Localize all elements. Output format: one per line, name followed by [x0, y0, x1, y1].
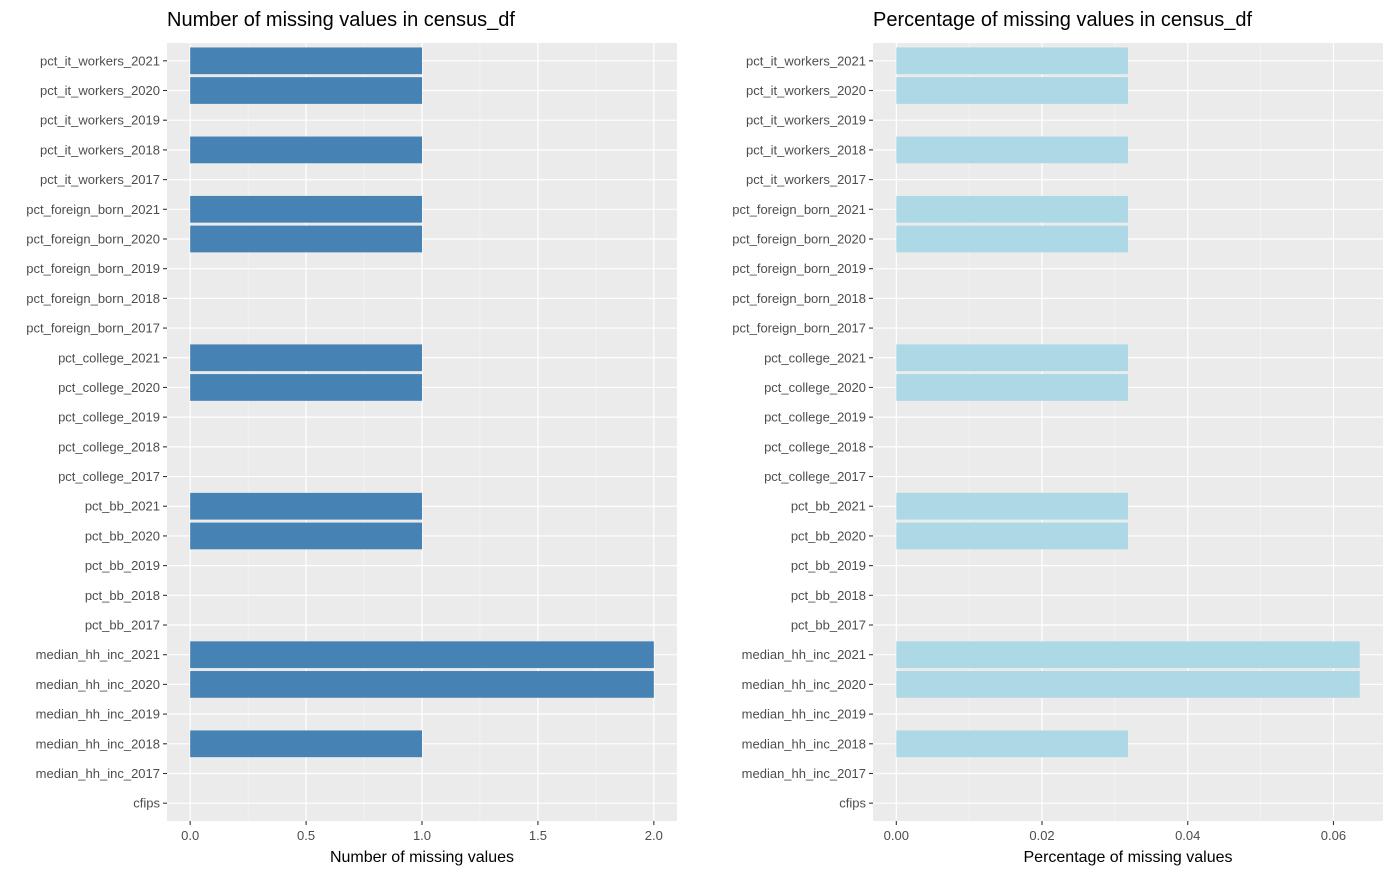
y-tick-label: pct_foreign_born_2019: [26, 261, 160, 276]
y-tick-label: median_hh_inc_2019: [36, 707, 160, 722]
chart-panel-1: pct_it_workers_2021 pct_it_workers_2020pc…: [26, 9, 677, 866]
bar-pct_it_workers_2018: [190, 136, 422, 164]
y-tick-label: median_hh_inc_2017: [36, 766, 160, 781]
x-axis-title: Percentage of missing values: [1024, 849, 1233, 866]
chart-title: Number of missing values in census_df: [167, 9, 515, 31]
bar-median_hh_inc_2021: [896, 641, 1360, 669]
bar-pct_college_2021: [190, 344, 422, 372]
bar-median_hh_inc_2020: [190, 671, 654, 698]
y-tick-label: median_hh_inc_2021: [742, 647, 866, 662]
bar-pct_foreign_born_2021: [190, 195, 422, 223]
y-tick-label: pct_it_workers_2021: [40, 53, 160, 68]
chart-panel-2: pct_it_workers_2021 pct_it_workers_2020pc…: [732, 9, 1383, 866]
x-tick-label: 1.5: [529, 828, 547, 843]
bar-median_hh_inc_2021: [190, 641, 654, 669]
bar-pct_college_2021: [896, 344, 1128, 372]
bar-pct_bb_2021: [190, 492, 422, 520]
y-tick-label: pct_college_2017: [58, 469, 160, 484]
y-tick-label: median_hh_inc_2018: [742, 736, 866, 751]
y-tick-label: pct_bb_2020: [791, 528, 866, 543]
y-tick-label: pct_foreign_born_2021: [26, 202, 160, 217]
y-tick-label: cfips: [133, 796, 160, 811]
y-tick-label: pct_it_workers_2018: [40, 142, 160, 157]
y-tick-label: pct_foreign_born_2019: [732, 261, 866, 276]
y-tick-label: pct_it_workers_2017: [40, 172, 160, 187]
bar-median_hh_inc_2018: [896, 730, 1128, 758]
y-tick-label: pct_foreign_born_2017: [732, 321, 866, 336]
x-tick-label: 0.0: [181, 828, 199, 843]
x-tick-label: 0.06: [1321, 828, 1346, 843]
bar-pct_it_workers_2021: [896, 47, 1128, 75]
y-tick-label: pct_foreign_born_2020: [732, 231, 866, 246]
y-tick-label: pct_it_workers_2021: [746, 53, 866, 68]
y-tick-label: pct_college_2018: [58, 439, 160, 454]
y-tick-label: pct_it_workers_2019: [40, 113, 160, 128]
bar-pct_college_2020: [896, 374, 1128, 401]
y-tick-label: pct_foreign_born_2018: [26, 291, 160, 306]
y-tick-label: pct_foreign_born_2021: [732, 202, 866, 217]
y-tick-label: pct_bb_2018: [791, 588, 866, 603]
y-tick-label: pct_bb_2021: [791, 499, 866, 514]
chart-title: Percentage of missing values in census_d…: [873, 9, 1253, 31]
x-tick-label: 2.0: [645, 828, 663, 843]
bar-pct_college_2020: [190, 374, 422, 401]
y-tick-label: pct_college_2018: [764, 439, 866, 454]
bar-median_hh_inc_2018: [190, 730, 422, 758]
y-tick-label: median_hh_inc_2021: [36, 647, 160, 662]
y-tick-label: cfips: [839, 796, 866, 811]
bar-pct_it_workers_2018: [896, 136, 1128, 164]
y-tick-label: pct_bb_2019: [85, 558, 160, 573]
y-tick-label: pct_bb_2018: [85, 588, 160, 603]
y-tick-label: median_hh_inc_2019: [742, 707, 866, 722]
y-tick-label: pct_bb_2021: [85, 499, 160, 514]
y-tick-label: pct_bb_2019: [791, 558, 866, 573]
y-tick-label: pct_bb_2017: [791, 618, 866, 633]
bar-pct_it_workers_2021: [190, 47, 422, 75]
y-tick-label: pct_it_workers_2019: [746, 113, 866, 128]
y-tick-label: pct_it_workers_2020: [746, 83, 866, 98]
bar-pct_bb_2020: [896, 522, 1128, 550]
x-tick-label: 0.00: [884, 828, 909, 843]
y-tick-label: pct_it_workers_2017: [746, 172, 866, 187]
y-tick-label: median_hh_inc_2020: [36, 677, 160, 692]
y-tick-label: pct_college_2019: [764, 410, 866, 425]
bar-pct_foreign_born_2020: [190, 225, 422, 253]
y-tick-label: pct_foreign_born_2018: [732, 291, 866, 306]
y-tick-label: pct_college_2020: [764, 380, 866, 395]
y-tick-label: pct_bb_2017: [85, 618, 160, 633]
y-tick-label: median_hh_inc_2020: [742, 677, 866, 692]
bar-pct_it_workers_2020: [896, 77, 1128, 104]
x-axis-title: Number of missing values: [330, 849, 514, 866]
y-tick-label: pct_college_2021: [58, 350, 160, 365]
x-tick-label: 0.02: [1029, 828, 1054, 843]
y-tick-label: pct_bb_2020: [85, 528, 160, 543]
bar-pct_it_workers_2020: [190, 77, 422, 104]
bar-pct_foreign_born_2021: [896, 195, 1128, 223]
x-tick-label: 0.04: [1175, 828, 1200, 843]
bar-pct_bb_2020: [190, 522, 422, 550]
x-tick-label: 0.5: [297, 828, 315, 843]
y-tick-label: pct_college_2017: [764, 469, 866, 484]
bar-median_hh_inc_2020: [896, 671, 1360, 698]
y-tick-label: median_hh_inc_2018: [36, 736, 160, 751]
y-tick-label: pct_foreign_born_2017: [26, 321, 160, 336]
y-tick-label: pct_foreign_born_2020: [26, 231, 160, 246]
x-tick-label: 1.0: [413, 828, 431, 843]
y-tick-label: pct_it_workers_2018: [746, 142, 866, 157]
y-tick-label: pct_it_workers_2020: [40, 83, 160, 98]
y-tick-label: pct_college_2019: [58, 410, 160, 425]
bar-pct_bb_2021: [896, 492, 1128, 520]
bar-pct_foreign_born_2020: [896, 225, 1128, 253]
y-tick-label: pct_college_2021: [764, 350, 866, 365]
y-tick-label: median_hh_inc_2017: [742, 766, 866, 781]
y-tick-label: pct_college_2020: [58, 380, 160, 395]
